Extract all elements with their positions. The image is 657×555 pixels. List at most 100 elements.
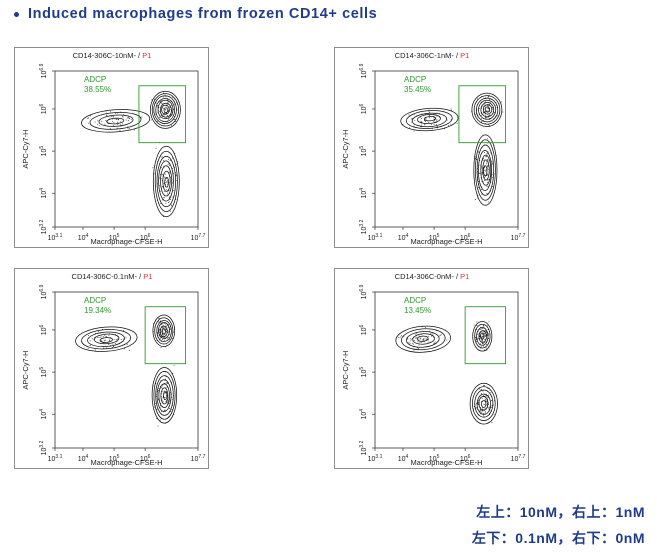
plot-frame <box>54 291 199 449</box>
scatter-dot <box>106 114 108 116</box>
scatter-dot <box>415 333 417 335</box>
scatter-dot <box>116 127 118 129</box>
scatter-dot <box>477 403 479 405</box>
scatter-dot <box>484 410 486 412</box>
scatter-dot <box>494 115 496 117</box>
scatter-dot <box>447 125 449 127</box>
scatter-dot <box>159 317 161 319</box>
contour-population <box>395 325 451 353</box>
contour-ring <box>162 170 171 192</box>
y-tick-group: 106.9 <box>359 284 368 299</box>
scatter-dot <box>436 126 438 127</box>
scatter-dot <box>480 337 482 339</box>
scatter-dot <box>434 342 435 344</box>
scatter-dot <box>398 337 400 338</box>
scatter-dot <box>128 117 130 119</box>
scatter-dot <box>485 170 487 172</box>
contour-ring <box>474 389 494 418</box>
contour-ring <box>75 326 138 352</box>
scatter-dot <box>414 339 415 341</box>
scatter-dot <box>161 411 163 413</box>
scatter-dot <box>479 329 481 331</box>
scatter-dot <box>166 192 168 194</box>
scatter-dot <box>174 119 176 121</box>
scatter-dot <box>165 325 167 327</box>
scatter-dot <box>89 345 91 347</box>
plot-title: CD14-306C-10nM- / P1 <box>73 51 152 60</box>
y-tick-label: 106.9 <box>359 284 368 299</box>
scatter-dot <box>429 111 431 113</box>
scatter-dot <box>484 339 486 341</box>
y-tick-label: 105 <box>39 367 48 378</box>
scatter-dot <box>161 387 163 389</box>
scatter-dot <box>173 173 175 175</box>
scatter-dot <box>164 390 165 392</box>
x-tick-label: 106 <box>460 454 471 463</box>
scatter-dot <box>485 347 487 349</box>
scatter-dot <box>421 124 423 126</box>
y-axis-label: APC-Cy7-H <box>21 350 30 389</box>
legend-note-top: 左上：10nM，右上：1nM <box>476 504 645 520</box>
contour-ring <box>151 367 178 424</box>
contour-ring <box>478 99 497 120</box>
scatter-dot <box>158 387 160 389</box>
scatter-dot <box>114 118 116 120</box>
scatter-dot <box>488 338 490 339</box>
scatter-dot <box>487 179 489 181</box>
scatter-dot <box>476 98 478 100</box>
scatter-dot <box>481 410 483 412</box>
scatter-dot <box>450 108 452 110</box>
scatter-dot <box>483 385 485 387</box>
scatter-dot <box>165 112 167 114</box>
scatter-dot <box>173 190 175 192</box>
scatter-dot <box>173 331 175 333</box>
scatter-dot <box>485 169 487 171</box>
scatter-dot <box>483 158 484 160</box>
scatter-dot <box>400 336 402 338</box>
scatter-dot <box>482 336 484 338</box>
y-tick-group: 104 <box>39 188 48 199</box>
scatter-dot <box>88 122 90 124</box>
scatter-dot <box>113 116 115 118</box>
gate-percent: 38.55% <box>84 85 111 94</box>
scatter-dot <box>486 160 488 162</box>
scatter-dot <box>123 330 125 332</box>
scatter-dot <box>95 349 96 351</box>
contour-ring <box>405 110 453 129</box>
scatter-dot <box>112 125 114 127</box>
scatter-dot <box>486 104 488 106</box>
scatter-dot <box>484 330 486 331</box>
y-tick-group: 106 <box>39 103 48 114</box>
scatter-dot <box>486 152 488 154</box>
scatter-dot <box>477 400 479 402</box>
contour-ring <box>476 97 499 123</box>
scatter-dot <box>484 407 486 409</box>
x-tick-label: 106 <box>140 233 151 242</box>
contour-ring <box>164 176 169 188</box>
scatter-dot <box>160 102 162 104</box>
scatter-dot <box>425 338 427 340</box>
scatter-dot <box>157 332 159 334</box>
x-tick-label: 103.1 <box>368 233 383 242</box>
scatter-dot <box>487 158 489 160</box>
scatter-dot <box>407 338 409 340</box>
scatter-dot <box>134 129 135 131</box>
scatter-dot <box>167 337 169 339</box>
plot-title-gate: P1 <box>460 272 469 281</box>
scatter-dot <box>162 401 164 403</box>
scatter-dot <box>91 338 93 340</box>
scatter-dot <box>488 321 490 323</box>
scatter-dot <box>414 119 416 121</box>
scatter-dot <box>475 341 477 342</box>
scatter-dot <box>172 182 174 184</box>
scatter-dot <box>481 114 483 116</box>
scatter-dot <box>433 118 435 120</box>
scatter-dot <box>487 124 489 126</box>
y-tick-label: 104 <box>359 188 368 199</box>
bullet-icon <box>14 11 19 17</box>
scatter-dot <box>162 325 164 326</box>
contour-ring <box>483 165 488 177</box>
scatter-dot <box>127 120 129 121</box>
scatter-dot <box>423 337 425 339</box>
y-tick-group: 105 <box>39 367 48 378</box>
